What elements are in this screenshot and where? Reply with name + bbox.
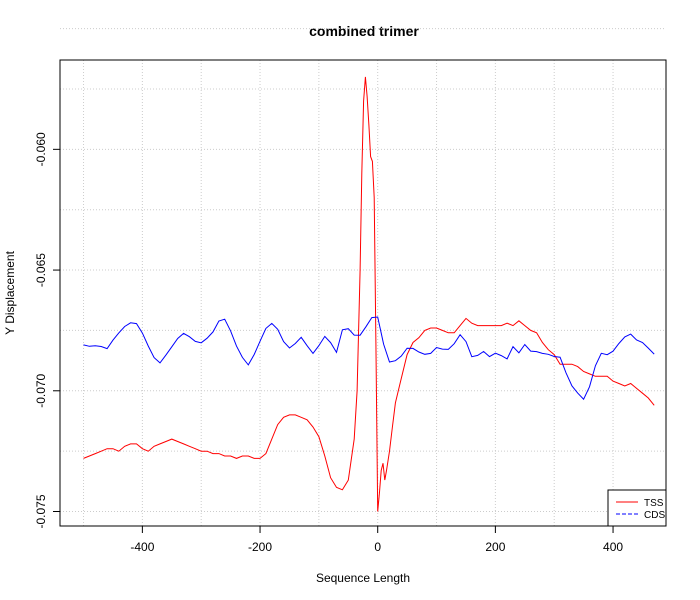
y-tick-label: -0.070	[34, 373, 48, 407]
y-axis: -0.075 -0.070 -0.065 -0.060	[34, 132, 61, 529]
y-axis-title: Y Displacement	[3, 250, 17, 334]
legend-label-cds: CDS	[644, 510, 665, 521]
x-tick-label: 0	[374, 540, 381, 554]
x-axis: -400 -200 0 200 400	[130, 525, 623, 554]
y-tick-label: -0.060	[34, 132, 48, 166]
x-tick-label: 400	[603, 540, 623, 554]
y-tick-label: -0.075	[34, 494, 48, 528]
x-tick-label: -200	[248, 540, 272, 554]
x-tick-label: 200	[485, 540, 505, 554]
x-axis-title: Sequence Length	[316, 571, 410, 585]
y-tick-label: -0.065	[34, 253, 48, 287]
x-tick-label: -400	[130, 540, 154, 554]
series-line-tss	[83, 76, 655, 512]
legend-label-tss: TSS	[644, 498, 664, 509]
series-line-cds	[83, 316, 655, 401]
chart-title: combined trimer	[309, 23, 419, 39]
series-lines	[83, 76, 655, 512]
gridlines	[60, 28, 666, 526]
legend-box	[607, 489, 667, 527]
